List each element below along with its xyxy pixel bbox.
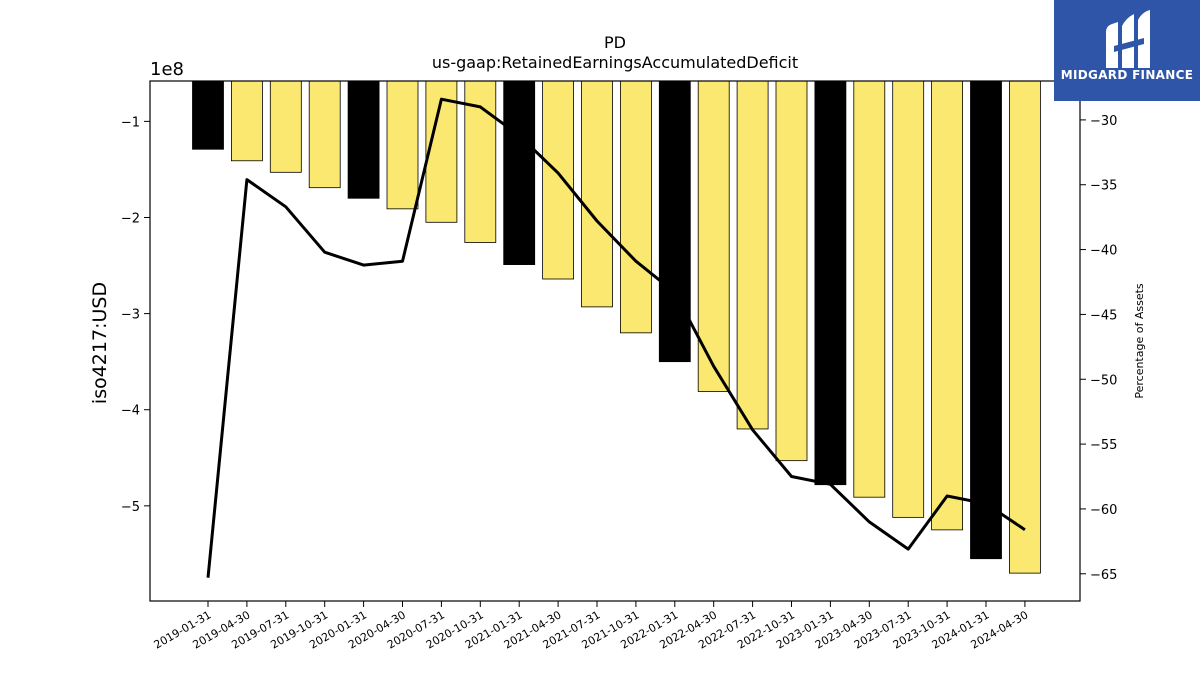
bar-2019-10-31: [308, 80, 341, 189]
bars: [192, 80, 1041, 574]
y2-tick-label: −55: [1090, 438, 1117, 453]
y2-tick-label: −35: [1090, 179, 1117, 194]
y-tick-label: −2: [121, 211, 140, 226]
y-tick-label: −5: [121, 500, 140, 515]
line-layer: [206, 97, 1026, 578]
chart-subtitle: us-gaap:RetainedEarningsAccumulatedDefic…: [432, 53, 798, 72]
bar-2021-10-31: [620, 80, 652, 334]
bar-2022-07-31: [736, 80, 769, 430]
bar-2023-10-31: [931, 80, 963, 531]
bar-2019-01-31: [192, 80, 224, 150]
logo-text: MIDGARD FINANCE: [1060, 68, 1194, 82]
y2-axis-label: Percentage of Assets: [1133, 283, 1146, 399]
left-axis: −1 −2 −3 −4 −5: [121, 115, 150, 515]
logo-mark-icon: [1106, 10, 1150, 68]
bar-2021-07-31: [581, 80, 613, 308]
y-axis-label: iso4217:USD: [89, 282, 111, 404]
midgard-finance-logo: MIDGARD FINANCE: [1054, 0, 1200, 101]
bar-2023-04-30: [853, 80, 886, 498]
y-tick-label: −4: [121, 404, 140, 419]
plot-frame: [149, 80, 1081, 602]
y2-tick-label: −65: [1090, 568, 1117, 583]
chart-title: PD: [604, 33, 626, 52]
right-axis: −30 −35 −40 −45 −50 −55 −60 −65: [1080, 114, 1117, 583]
y-tick-label: −3: [121, 308, 140, 323]
bar-2020-04-30: [386, 80, 419, 210]
y2-tick-label: −50: [1090, 373, 1117, 388]
bar-2021-01-31: [503, 80, 536, 265]
bar-2024-04-30: [1009, 80, 1041, 574]
y2-tick-label: −30: [1090, 114, 1117, 129]
bar-2024-01-31: [970, 80, 1002, 560]
bar-2019-07-31: [269, 80, 302, 173]
y-tick-label: −1: [121, 115, 140, 130]
x-axis: 2019-01-312019-04-302019-07-312019-10-31…: [152, 601, 1030, 652]
bar-2022-01-31: [658, 80, 691, 363]
y2-tick-label: −60: [1090, 503, 1117, 518]
bar-2023-01-31: [814, 80, 847, 486]
bar-2023-07-31: [892, 80, 925, 518]
percentage-line: [206, 97, 1026, 578]
bar-2020-01-31: [347, 80, 380, 199]
y2-tick-label: −45: [1090, 308, 1117, 323]
bar-2019-04-30: [230, 80, 263, 162]
y-offset-label: 1e8: [150, 59, 184, 80]
y2-tick-label: −40: [1090, 244, 1117, 259]
bar-2022-10-31: [775, 80, 808, 462]
bar-2021-04-30: [542, 80, 574, 280]
